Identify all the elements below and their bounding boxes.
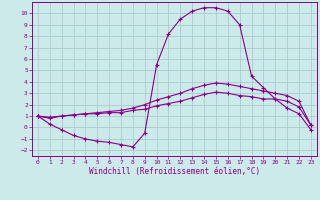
X-axis label: Windchill (Refroidissement éolien,°C): Windchill (Refroidissement éolien,°C)	[89, 167, 260, 176]
